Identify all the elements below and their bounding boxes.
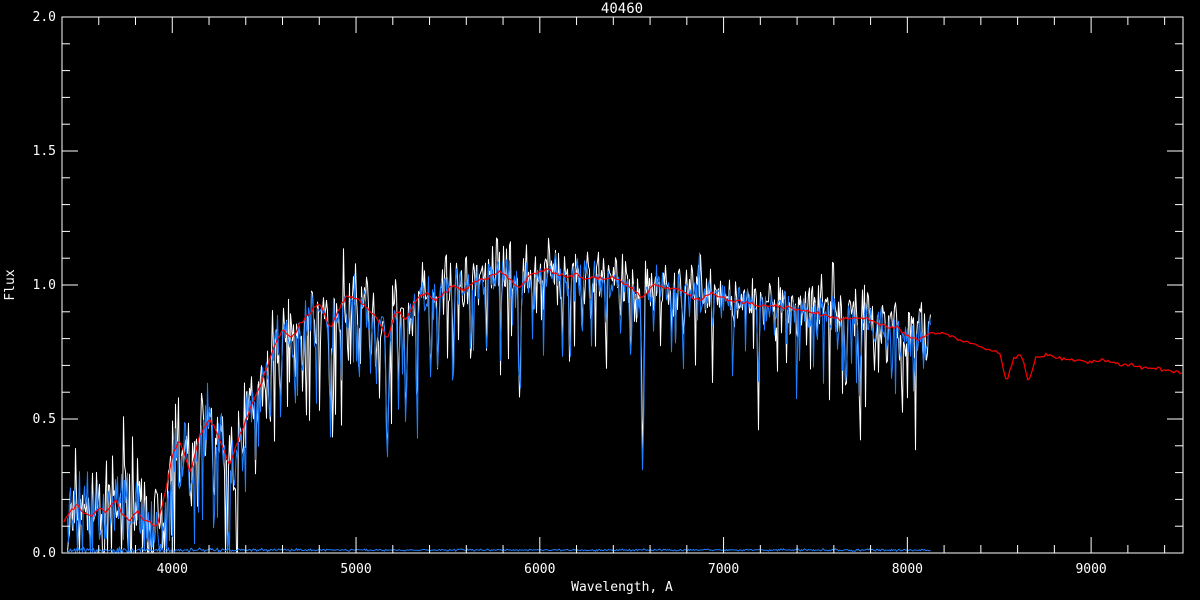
y-tick-label: 2.0 [33,10,56,25]
series-error-spectrum-blue [67,546,931,553]
x-tick-label: 9000 [1075,562,1106,577]
series-template-fit-red [63,267,1183,527]
y-tick-label: 0.5 [33,412,56,427]
axes-layer: 4000 5000 6000 7000 8000 9000 0.0 0.5 1.0 1.5 2.0 [33,10,1184,577]
y-tick-label: 1.0 [33,278,56,293]
y-tick-label: 1.5 [33,144,56,159]
plot-title: 40460 [601,1,643,17]
x-tick-label: 8000 [892,562,923,577]
x-tick-label: 4000 [157,562,188,577]
x-tick-label: 7000 [708,562,739,577]
y-axis-label: Flux [3,269,18,300]
x-tick-label: 5000 [340,562,371,577]
y-tick-label: 0.0 [33,546,56,561]
x-tick-label: 6000 [524,562,555,577]
x-axis-label: Wavelength, A [571,580,673,595]
series-observed-spectrum-blue [67,252,931,553]
series-layer [63,237,1183,553]
